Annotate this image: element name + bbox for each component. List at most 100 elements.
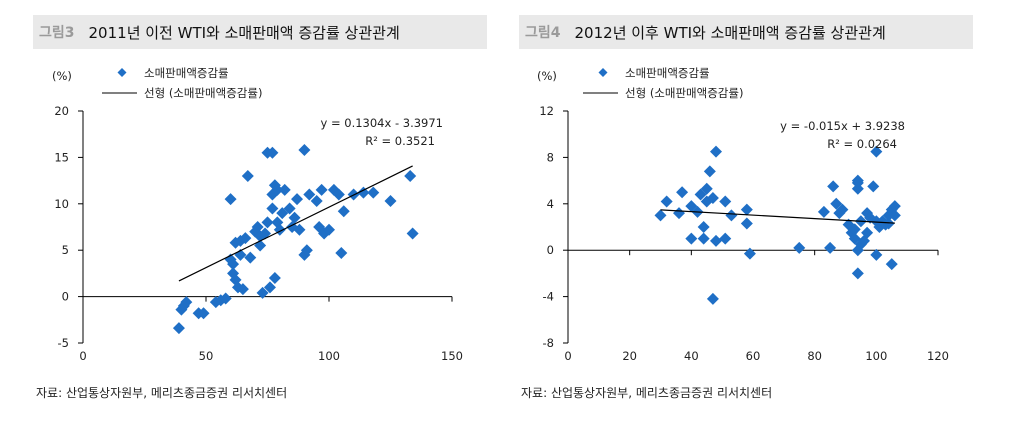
chart1-data-point <box>406 227 419 240</box>
chart2-x-tick-label: 0 <box>564 349 571 363</box>
chart1-data-point <box>303 188 316 201</box>
chart1-data-point <box>236 283 249 296</box>
chart1-data-point <box>300 244 313 257</box>
chart2-data-point <box>817 205 830 218</box>
chart1-data-point <box>266 202 279 215</box>
chart2-data-point <box>673 207 685 220</box>
chart2-data-point <box>743 247 756 260</box>
chart1-y-tick-label: 5 <box>62 243 69 257</box>
chart1-data-point <box>172 322 185 335</box>
chart1-data-point <box>276 207 289 220</box>
chart2-data-point <box>685 232 698 245</box>
chart2-source: 자료: 산업통상자원부, 메리츠종금증권 리서치센터 <box>521 386 773 400</box>
chart1-source: 자료: 산업통상자원부, 메리츠종금증권 리서치센터 <box>36 386 288 400</box>
chart2-data-point <box>888 200 901 213</box>
chart1-data-point <box>271 183 284 196</box>
chart1-y-tick-label: 0 <box>62 290 69 304</box>
chart2-x-tick-label: 120 <box>927 349 949 363</box>
chart2-y-tick-label: 12 <box>539 104 554 118</box>
chart1-data-point <box>335 246 348 259</box>
chart1-data-point <box>278 183 291 196</box>
chart2-data-point <box>706 292 719 305</box>
chart1-y-unit: (%) <box>52 69 72 83</box>
chart2-legend-series: 소매판매액증감률 <box>625 66 710 80</box>
chart2-y-tick-label: -8 <box>543 336 554 350</box>
chart2-data-point <box>885 258 898 271</box>
chart1-data-point <box>263 281 276 294</box>
chart2-trend-equation: y = -0.015x + 3.9238 <box>780 119 905 133</box>
chart2-x-tick-label: 20 <box>622 349 637 363</box>
chart1-data-point <box>367 186 380 199</box>
chart2-data-point <box>851 176 864 189</box>
chart1-data-point <box>261 216 274 229</box>
chart2-figure-label: 그림4 <box>525 25 561 41</box>
chart1-legend-trend: 선형 (소매판매액증감률) <box>144 86 262 100</box>
chart2-data-point <box>703 165 716 178</box>
chart2-x-tick-label: 60 <box>746 349 761 363</box>
chart2-data-point <box>710 145 722 158</box>
chart1-data-point <box>268 272 281 285</box>
chart2-data-point <box>719 195 732 208</box>
chart1-data-point <box>384 195 397 208</box>
chart1-y-tick-label: 10 <box>54 197 69 211</box>
chart2-trendline <box>660 209 895 224</box>
chart2-data-point <box>725 209 738 222</box>
chart2-data-point <box>870 248 883 261</box>
chart2-y-tick-label: -4 <box>543 290 554 304</box>
chart2-data-point <box>867 180 880 193</box>
chart1-data-point <box>293 223 306 236</box>
chart2-legend-marker <box>598 68 608 77</box>
chart2-data-point <box>740 217 753 230</box>
chart2-data-point <box>793 241 806 254</box>
chart1-x-tick-label: 50 <box>199 349 214 363</box>
chart1-trend-r2: R² = 0.3521 <box>365 134 435 148</box>
chart2-data-point <box>740 203 753 216</box>
chart1-y-tick-label: -5 <box>58 336 69 350</box>
chart2-data-point <box>851 267 864 280</box>
chart2-x-tick-label: 80 <box>807 349 822 363</box>
chart2-legend-trend: 선형 (소매판매액증감률) <box>625 86 743 100</box>
chart2-data-point <box>861 226 874 239</box>
chart2-data-point <box>824 241 837 254</box>
chart2-data-point <box>654 209 667 222</box>
chart2-data-point <box>848 223 861 236</box>
chart2-data-point <box>710 234 722 247</box>
chart1-data-point <box>315 183 328 196</box>
chart2-data-point <box>827 180 840 193</box>
chart2-title-band: 그림4 2012년 이후 WTI와 소매판매액 증감률 상관관계 <box>519 15 973 49</box>
chart2-data-point <box>836 203 849 216</box>
chart1-data-point <box>283 202 296 215</box>
chart1-y-tick-label: 15 <box>54 150 69 164</box>
chart1-data-point <box>298 143 311 156</box>
chart1-data-point <box>332 188 345 201</box>
chart1-data-point <box>337 205 350 218</box>
chart2-y-tick-label: 0 <box>547 243 554 257</box>
chart2-x-tick-label: 100 <box>865 349 887 363</box>
chart1-legend-marker <box>117 68 127 77</box>
chart2-data-point <box>697 221 710 233</box>
chart1-trend-equation: y = 0.1304x - 3.3971 <box>321 116 444 130</box>
chart2-data-point <box>719 232 732 245</box>
chart1-data-point <box>256 286 269 299</box>
chart2-y-tick-label: 4 <box>547 197 554 211</box>
chart1-y-tick-label: 20 <box>54 104 69 118</box>
chart2-data-point <box>888 209 901 222</box>
chart1-data-point <box>219 292 232 305</box>
chart1-x-tick-label: 100 <box>318 349 340 363</box>
chart2-x-tick-label: 40 <box>684 349 699 363</box>
chart1-data-point <box>241 169 254 182</box>
chart1-data-point <box>224 193 237 206</box>
chart2-data-point <box>882 217 895 230</box>
chart1-x-tick-label: 150 <box>441 349 463 363</box>
chart1-legend-series: 소매판매액증감률 <box>144 66 229 80</box>
chart2-data-point <box>676 186 689 199</box>
chart1-data-point <box>404 169 417 182</box>
chart1-data-point <box>291 193 304 206</box>
chart1-x-tick-label: 0 <box>79 349 86 363</box>
chart2-data-point <box>870 145 883 158</box>
chart2-y-tick-label: 8 <box>547 150 554 164</box>
chart1-figure-label: 그림3 <box>39 25 75 41</box>
chart1-data-point <box>251 221 264 233</box>
chart1-title: 2011년 이전 WTI와 소매판매액 증감률 상관관계 <box>88 23 400 42</box>
